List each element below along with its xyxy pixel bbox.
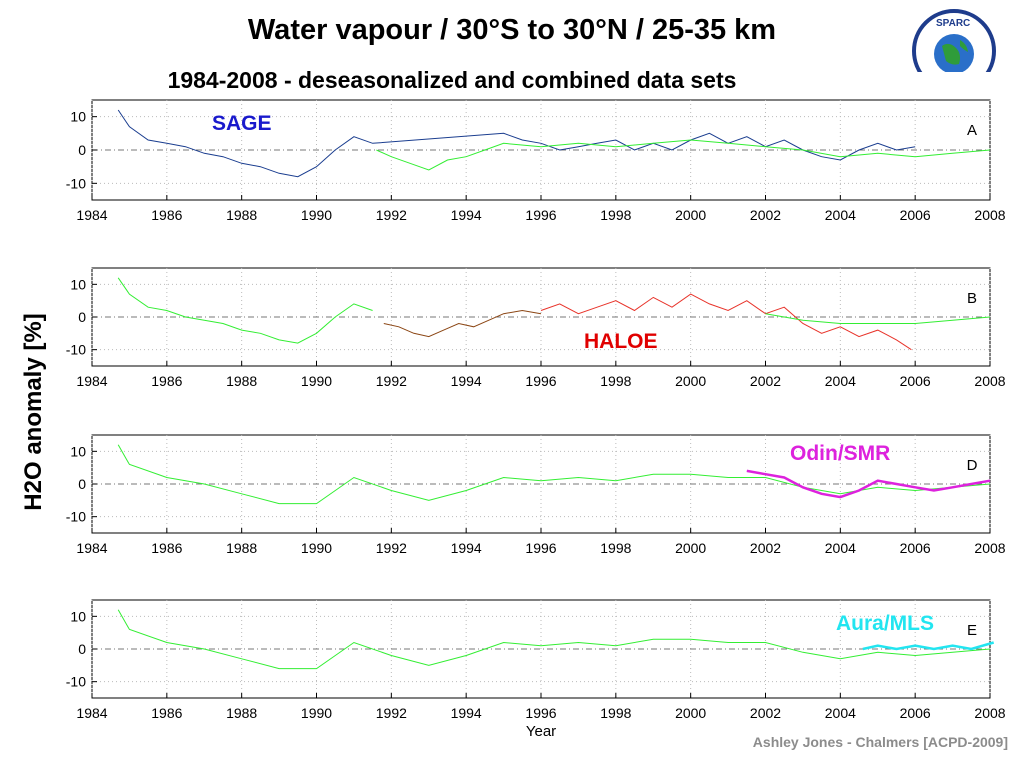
x-tick-label-2008: 2008 — [974, 705, 1005, 721]
x-tick-label-1998: 1998 — [600, 705, 631, 721]
y-tick-label--10: -10 — [66, 175, 86, 191]
sparc-logo: SPARC — [904, 6, 1014, 93]
x-tick-label-2002: 2002 — [750, 540, 781, 556]
x-tick-label-2000: 2000 — [675, 705, 706, 721]
y-tick-label-10: 10 — [70, 276, 86, 292]
x-axis-label: Year — [526, 723, 556, 740]
x-tick-label-1986: 1986 — [151, 705, 182, 721]
x-tick-label-1988: 1988 — [226, 705, 257, 721]
x-tick-label-1998: 1998 — [600, 207, 631, 223]
y-tick-label--10: -10 — [66, 509, 86, 525]
x-tick-label-2004: 2004 — [825, 373, 856, 389]
x-tick-label-1990: 1990 — [301, 705, 332, 721]
x-tick-label-1992: 1992 — [376, 705, 407, 721]
y-tick-label-0: 0 — [78, 309, 86, 325]
x-tick-label-1990: 1990 — [301, 540, 332, 556]
chart-title: Water vapour / 30°S to 30°N / 25-35 km — [247, 14, 777, 46]
series-line-A-0 — [117, 109, 916, 178]
annotation-D: Odin/SMR — [790, 442, 890, 465]
x-tick-label-1994: 1994 — [451, 705, 482, 721]
x-tick-label-1994: 1994 — [451, 373, 482, 389]
y-tick-label-0: 0 — [78, 476, 86, 492]
series-line-E-0 — [117, 609, 991, 670]
y-tick-label-10: 10 — [70, 608, 86, 624]
y-tick-label-10: 10 — [70, 109, 86, 125]
y-axis-label: H2O anomaly [%] — [20, 313, 47, 511]
x-tick-label-2000: 2000 — [675, 373, 706, 389]
x-tick-label-1992: 1992 — [376, 540, 407, 556]
x-tick-label-1986: 1986 — [151, 373, 182, 389]
x-tick-label-1990: 1990 — [301, 373, 332, 389]
x-tick-label-1994: 1994 — [451, 540, 482, 556]
x-tick-label-1988: 1988 — [226, 540, 257, 556]
x-tick-label-2006: 2006 — [900, 540, 931, 556]
annotation-B: HALOE — [584, 330, 658, 353]
panel-letter-A: A — [967, 122, 977, 139]
x-tick-label-1986: 1986 — [151, 540, 182, 556]
x-tick-label-2000: 2000 — [675, 540, 706, 556]
panel-letter-B: B — [967, 290, 977, 307]
x-tick-label-1986: 1986 — [151, 207, 182, 223]
x-tick-label-2008: 2008 — [974, 540, 1005, 556]
x-tick-label-1992: 1992 — [376, 207, 407, 223]
series-line-D-0 — [117, 444, 991, 505]
series-line-B-3 — [765, 313, 991, 324]
panel-letter-E: E — [967, 622, 977, 639]
x-tick-label-1988: 1988 — [226, 373, 257, 389]
x-tick-label-2008: 2008 — [974, 207, 1005, 223]
y-tick-label--10: -10 — [66, 674, 86, 690]
x-tick-label-1984: 1984 — [76, 540, 107, 556]
x-tick-label-1996: 1996 — [525, 373, 556, 389]
annotation-A: SAGE — [212, 112, 272, 135]
x-tick-label-1984: 1984 — [76, 705, 107, 721]
x-tick-label-1996: 1996 — [525, 540, 556, 556]
x-tick-label-2004: 2004 — [825, 705, 856, 721]
series-line-A-1 — [376, 139, 991, 171]
y-tick-label--10: -10 — [66, 342, 86, 358]
x-tick-label-1992: 1992 — [376, 373, 407, 389]
x-tick-label-1984: 1984 — [76, 207, 107, 223]
series-line-E-1 — [862, 641, 995, 651]
x-tick-label-2002: 2002 — [750, 373, 781, 389]
series-line-B-1 — [383, 309, 542, 338]
x-tick-label-1984: 1984 — [76, 373, 107, 389]
credit-text: Ashley Jones - Chalmers [ACPD-2009] — [752, 734, 1008, 750]
x-tick-label-1996: 1996 — [525, 207, 556, 223]
series-line-B-0 — [117, 277, 373, 344]
x-tick-label-2006: 2006 — [900, 705, 931, 721]
series-line-D-1 — [746, 469, 991, 499]
x-tick-label-2002: 2002 — [750, 207, 781, 223]
x-tick-label-2006: 2006 — [900, 373, 931, 389]
x-tick-label-1990: 1990 — [301, 207, 332, 223]
x-tick-label-2008: 2008 — [974, 373, 1005, 389]
panel-letter-D: D — [967, 457, 978, 474]
chart-subtitle: 1984-2008 - deseasonalized and combined … — [167, 67, 737, 93]
x-tick-label-2006: 2006 — [900, 207, 931, 223]
x-tick-label-2000: 2000 — [675, 207, 706, 223]
x-tick-label-1998: 1998 — [600, 540, 631, 556]
y-tick-label-0: 0 — [78, 142, 86, 158]
x-tick-label-1994: 1994 — [451, 207, 482, 223]
sparc-globe-icon: SPARC — [904, 9, 1014, 93]
x-tick-label-1996: 1996 — [525, 705, 556, 721]
x-tick-label-1998: 1998 — [600, 373, 631, 389]
x-tick-label-2004: 2004 — [825, 207, 856, 223]
x-tick-label-2004: 2004 — [825, 540, 856, 556]
x-tick-label-1988: 1988 — [226, 207, 257, 223]
y-tick-label-0: 0 — [78, 641, 86, 657]
annotation-E: Aura/MLS — [836, 612, 934, 635]
x-tick-label-2002: 2002 — [750, 705, 781, 721]
y-tick-label-10: 10 — [70, 443, 86, 459]
series-line-B-2 — [540, 293, 912, 351]
logo-text: SPARC — [936, 18, 970, 29]
